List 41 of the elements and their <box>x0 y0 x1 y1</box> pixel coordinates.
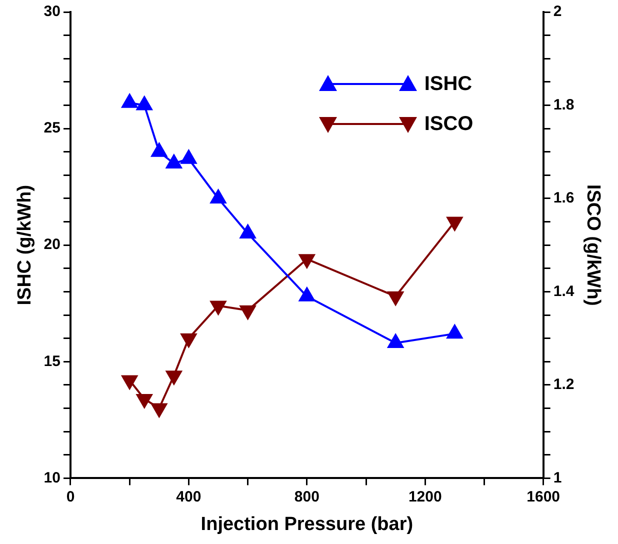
point <box>298 254 315 268</box>
x-tick-label: 800 <box>294 488 320 506</box>
x-tick-label: 1200 <box>408 488 442 506</box>
x-tick-label: 400 <box>176 488 202 506</box>
point <box>122 375 138 390</box>
point <box>136 96 152 110</box>
x-tick-label: 1600 <box>526 488 560 506</box>
point <box>298 287 315 302</box>
y2-tick-label: 1.4 <box>553 282 575 300</box>
y2-axis-title: ISCO (g/kWh) <box>582 184 604 306</box>
point <box>446 324 463 339</box>
point <box>210 300 226 315</box>
y-tick-label: 15 <box>44 352 60 370</box>
point <box>210 189 226 204</box>
point <box>166 370 182 385</box>
point <box>122 94 138 108</box>
y2-tick-label: 2 <box>553 3 562 20</box>
y2-tick-label: 1.2 <box>553 376 574 394</box>
point <box>151 142 168 157</box>
point <box>446 216 463 231</box>
legend-label: ISCO <box>424 112 474 137</box>
y2-tick-label: 1 <box>553 469 562 486</box>
y2-tick-label: 1.6 <box>553 190 574 207</box>
point <box>180 150 197 164</box>
y2-tick-label: 1.8 <box>553 96 574 114</box>
point <box>240 305 256 320</box>
y-tick-label: 25 <box>44 120 60 137</box>
point <box>151 403 168 418</box>
point <box>166 154 182 169</box>
y-tick-label: 30 <box>44 3 60 20</box>
x-tick-label: 0 <box>66 488 75 506</box>
point <box>388 334 404 348</box>
x-axis-title: Injection Pressure (bar) <box>200 514 414 535</box>
y-tick-label: 20 <box>44 236 60 254</box>
y-tick-label: 10 <box>44 469 60 486</box>
point <box>388 291 404 306</box>
point <box>240 224 256 238</box>
point <box>136 394 152 408</box>
legend-label: ISHC <box>424 72 472 97</box>
point <box>180 333 197 348</box>
y-axis-title: ISHC (g/kWh) <box>14 184 36 306</box>
